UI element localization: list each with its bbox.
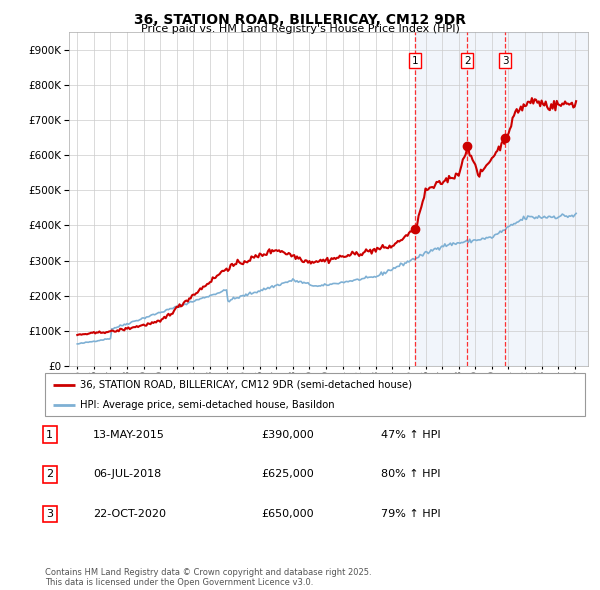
Text: £650,000: £650,000 [261,509,314,519]
Text: 79% ↑ HPI: 79% ↑ HPI [381,509,440,519]
Text: £625,000: £625,000 [261,470,314,479]
Text: 1: 1 [46,430,53,440]
Text: 80% ↑ HPI: 80% ↑ HPI [381,470,440,479]
Text: HPI: Average price, semi-detached house, Basildon: HPI: Average price, semi-detached house,… [80,401,335,410]
Text: 36, STATION ROAD, BILLERICAY, CM12 9DR (semi-detached house): 36, STATION ROAD, BILLERICAY, CM12 9DR (… [80,380,412,390]
Text: 36, STATION ROAD, BILLERICAY, CM12 9DR: 36, STATION ROAD, BILLERICAY, CM12 9DR [134,13,466,27]
Text: 47% ↑ HPI: 47% ↑ HPI [381,430,440,440]
Bar [415,32,588,366]
Text: 1: 1 [412,55,418,65]
Text: 22-OCT-2020: 22-OCT-2020 [93,509,166,519]
FancyBboxPatch shape [45,373,585,416]
Text: 13-MAY-2015: 13-MAY-2015 [93,430,165,440]
Text: 2: 2 [46,470,53,479]
Text: 06-JUL-2018: 06-JUL-2018 [93,470,161,479]
Text: Contains HM Land Registry data © Crown copyright and database right 2025.
This d: Contains HM Land Registry data © Crown c… [45,568,371,587]
Text: £390,000: £390,000 [261,430,314,440]
Text: 2: 2 [464,55,470,65]
Text: 3: 3 [46,509,53,519]
Text: 3: 3 [502,55,509,65]
Text: Price paid vs. HM Land Registry's House Price Index (HPI): Price paid vs. HM Land Registry's House … [140,24,460,34]
